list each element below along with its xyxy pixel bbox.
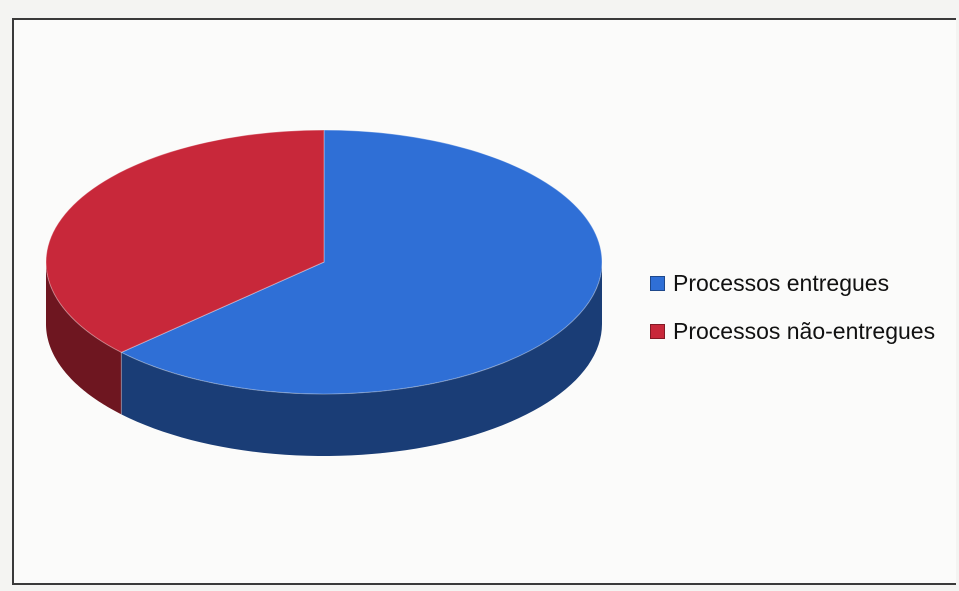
legend-item-nao-entregues: Processos não-entregues: [650, 316, 935, 347]
pie-side-1: [46, 262, 122, 415]
chart-legend: Processos entregues Processos não-entreg…: [650, 268, 935, 364]
legend-label-nao-entregues: Processos não-entregues: [673, 318, 936, 344]
legend-swatch-entregues: [650, 276, 665, 291]
legend-swatch-nao-entregues: [650, 324, 665, 339]
pie-tops: [45, 129, 603, 395]
pie-side-0: [121, 262, 602, 456]
pie-slice-0: [120, 129, 603, 395]
legend-label-entregues: Processos entregues: [673, 270, 890, 296]
legend-item-entregues: Processos entregues: [650, 268, 935, 299]
pie-slice-1: [45, 129, 325, 353]
pie-sides: [46, 262, 602, 456]
